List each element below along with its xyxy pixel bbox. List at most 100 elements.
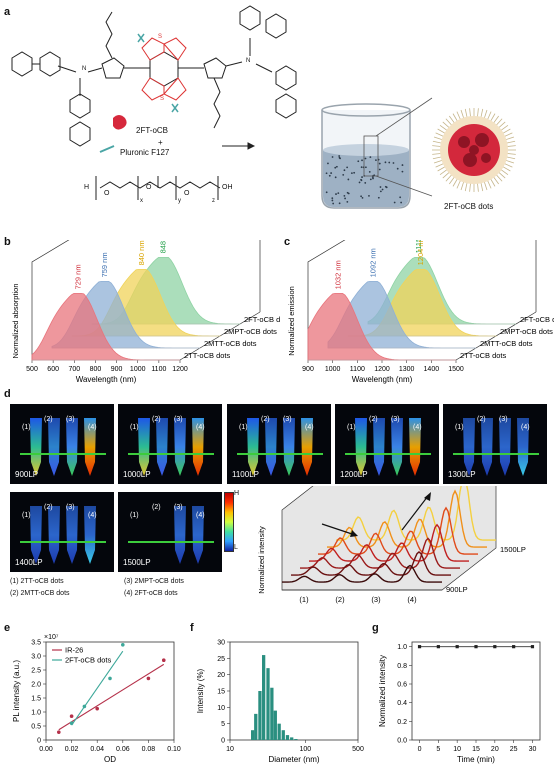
histogram-bar <box>290 737 294 740</box>
nanoparticle-dot <box>328 174 331 177</box>
tube <box>174 418 186 476</box>
nanoparticle-dot <box>379 190 382 193</box>
filter-label: 1300LP <box>448 470 476 479</box>
arrow-head <box>350 530 358 537</box>
histogram-bar <box>266 668 270 740</box>
nanoparticle-dot <box>346 201 349 203</box>
filter-label: 1100LP <box>232 470 259 479</box>
data-point <box>436 645 440 649</box>
frame <box>281 486 497 591</box>
peak-label: 848 nm <box>159 240 168 253</box>
series-label: 2FT-oCB dots <box>520 315 554 324</box>
nanoparticle-dot <box>346 191 349 194</box>
tube-label: (2) <box>152 416 161 423</box>
tube-label: (4) <box>88 424 97 431</box>
x-tick-label: 500 <box>26 366 38 373</box>
tube-label: (1) <box>455 424 464 431</box>
intensity-profile <box>317 506 478 555</box>
x-tick-label: 1000 <box>130 366 146 373</box>
nanoparticle-dot <box>378 168 381 171</box>
histogram-bar <box>270 687 274 740</box>
x-tick-label: 1500 <box>448 366 464 373</box>
nanoparticle-dot <box>347 178 350 181</box>
tube <box>48 418 60 476</box>
tube <box>192 418 204 476</box>
tube <box>517 418 529 476</box>
tube-label: (4) <box>196 424 205 431</box>
y-tick-label: 0 <box>37 738 41 745</box>
nanoparticle-dot <box>372 177 374 180</box>
nanoparticle-dot <box>369 178 372 181</box>
tube-label: (1) <box>22 512 31 519</box>
y-axis-title: PL intensity (a.u.) <box>12 660 21 722</box>
tube-label: (3) <box>391 416 400 423</box>
tube-label: (2) <box>261 416 270 423</box>
y-tick-label: 0.2 <box>397 719 407 726</box>
legend-label: IR-26 <box>65 646 83 655</box>
y-tick-label: 30 <box>217 640 225 647</box>
nanoparticle-dot <box>346 166 349 169</box>
series-label: 2TT-oCB dots <box>460 351 507 360</box>
x-tick-label: 0.08 <box>142 746 156 753</box>
data-point <box>146 676 151 681</box>
x-tick-label: 5 <box>436 746 440 753</box>
data-point <box>69 721 74 725</box>
tube-label: (2) <box>44 504 53 511</box>
y-tick-label: 1.0 <box>31 710 41 717</box>
data-point <box>121 643 125 647</box>
nanoparticle-dot <box>364 166 367 169</box>
tube-label: (1) <box>22 424 31 431</box>
panel-letter-a: a <box>4 6 11 18</box>
tube <box>373 418 385 476</box>
nanoparticle-dot <box>334 166 337 169</box>
x-tick-label: 500 <box>352 746 364 753</box>
component2-label: Pluronic F127 <box>120 148 170 157</box>
y-axis-title: Normalized emission <box>287 286 296 356</box>
tube-drawing <box>128 506 214 564</box>
x-tick-label: 15 <box>472 746 480 753</box>
intensity-profile <box>290 551 451 576</box>
tube-label: (1) <box>347 424 356 431</box>
panel-letter-f: f <box>190 622 194 634</box>
x-axis-title: Diameter (nm) <box>268 755 319 764</box>
y-multiplier: ×10⁷ <box>44 634 59 641</box>
nanoparticle-dot <box>342 173 345 176</box>
x-axis-title: Time (min) <box>457 755 495 764</box>
nanoparticle-dot <box>377 196 380 199</box>
y-tick-label: 3.0 <box>31 654 41 661</box>
y-tick-label: 2.0 <box>31 682 41 689</box>
x-tick-label: 0.04 <box>90 746 104 753</box>
x-tick-label: 20 <box>491 746 499 753</box>
tube-label: (4) <box>305 424 314 431</box>
nir-image-1200LP: (1) (2) (3) (4) 1200LP <box>335 404 439 484</box>
atom-s-bottom: S <box>160 96 165 102</box>
nanoparticle-dot <box>360 178 362 181</box>
tube-label: (4) <box>196 512 205 519</box>
x-tick-label: 10 <box>226 746 234 753</box>
y-tick-label: 2.5 <box>31 668 41 675</box>
nanoparticle-dot <box>364 157 367 160</box>
x-tick-label: 1100 <box>151 366 166 373</box>
tube-label: (2) <box>369 416 378 423</box>
chemical-scheme <box>11 5 516 209</box>
tube <box>283 418 295 476</box>
nanoparticle-dot <box>364 182 367 184</box>
tube <box>48 506 60 564</box>
tube-label: (1) <box>130 424 139 431</box>
tube-drawing <box>20 506 106 564</box>
series-label: 2MTT-oCB dots <box>204 339 257 348</box>
nir-image-1400LP: (1) (2) (3) (4) 1400LP <box>10 492 114 572</box>
chart-f: 10 100 500 0 5 10 15 20 25 30 Diameter (nm) Intensi… <box>196 640 364 765</box>
formula-x: x <box>140 198 143 204</box>
series-label: 2TT-oCB dots <box>184 351 231 360</box>
plot-frame <box>229 641 359 741</box>
histogram-bar <box>281 730 285 740</box>
y-tick-label: 25 <box>217 656 225 663</box>
legend-d-4: (4) 2FT-oCB dots <box>124 590 178 597</box>
x-tick-label: 0.00 <box>39 746 53 753</box>
x-tick-label: 1200 <box>374 366 390 373</box>
panel-letter-b: b <box>4 236 11 248</box>
nir-image-1500LP: (1) (2) (3) (4) 1500LP <box>118 492 222 572</box>
nanoparticle-dot <box>343 194 346 197</box>
tube <box>30 506 42 564</box>
